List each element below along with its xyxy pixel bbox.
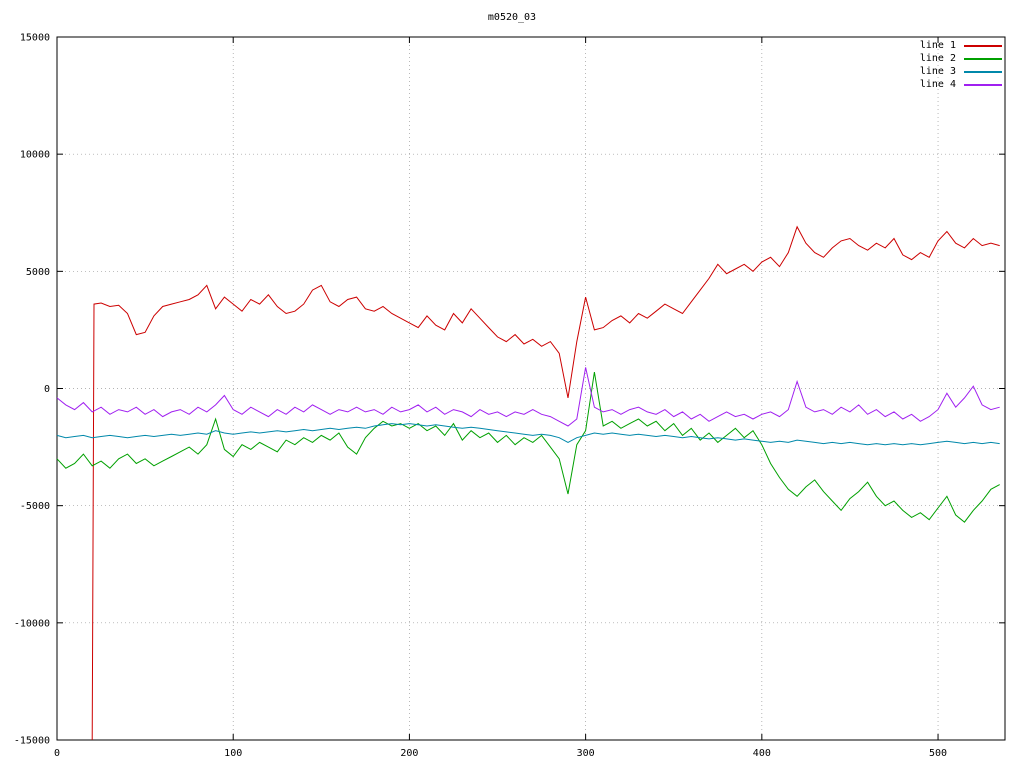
series-line-3 xyxy=(56,423,1000,446)
chart-title: m0520_03 xyxy=(487,12,537,23)
y-tick-label: -5000 xyxy=(20,501,50,512)
x-tick-label: 200 xyxy=(400,748,418,759)
plot-border xyxy=(56,36,1006,741)
y-tick-label: -10000 xyxy=(14,618,50,629)
legend-line-sample-icon xyxy=(964,83,1002,86)
x-tick-label: 100 xyxy=(224,748,242,759)
x-tick-label: 500 xyxy=(929,748,947,759)
legend-line-sample-icon xyxy=(964,70,1002,73)
y-tick-label: 0 xyxy=(44,384,50,395)
legend-label: line 1 xyxy=(919,40,956,51)
legend-item: line 3 xyxy=(920,66,1002,77)
y-tick-label: 5000 xyxy=(26,267,50,278)
legend-item: line 2 xyxy=(920,53,1002,64)
y-tick-label: 10000 xyxy=(20,150,50,161)
legend: line 1 line 2 line 3 line 4 xyxy=(920,40,1002,90)
series-line-1 xyxy=(91,225,1000,741)
legend-label: line 2 xyxy=(919,53,956,64)
legend-label: line 4 xyxy=(919,79,956,90)
x-tick-label: 300 xyxy=(577,748,595,759)
y-tick-label: 15000 xyxy=(20,33,50,44)
series-line-2 xyxy=(56,372,1000,523)
x-tick-label: 400 xyxy=(753,748,771,759)
y-tick-label: -15000 xyxy=(14,736,50,747)
x-tick-label: 0 xyxy=(54,748,60,759)
legend-line-sample-icon xyxy=(964,44,1002,47)
legend-line-sample-icon xyxy=(964,57,1002,60)
series-line-4 xyxy=(56,367,1000,427)
legend-label: line 3 xyxy=(919,66,956,77)
legend-item: line 1 xyxy=(920,40,1002,51)
legend-item: line 4 xyxy=(920,79,1002,90)
